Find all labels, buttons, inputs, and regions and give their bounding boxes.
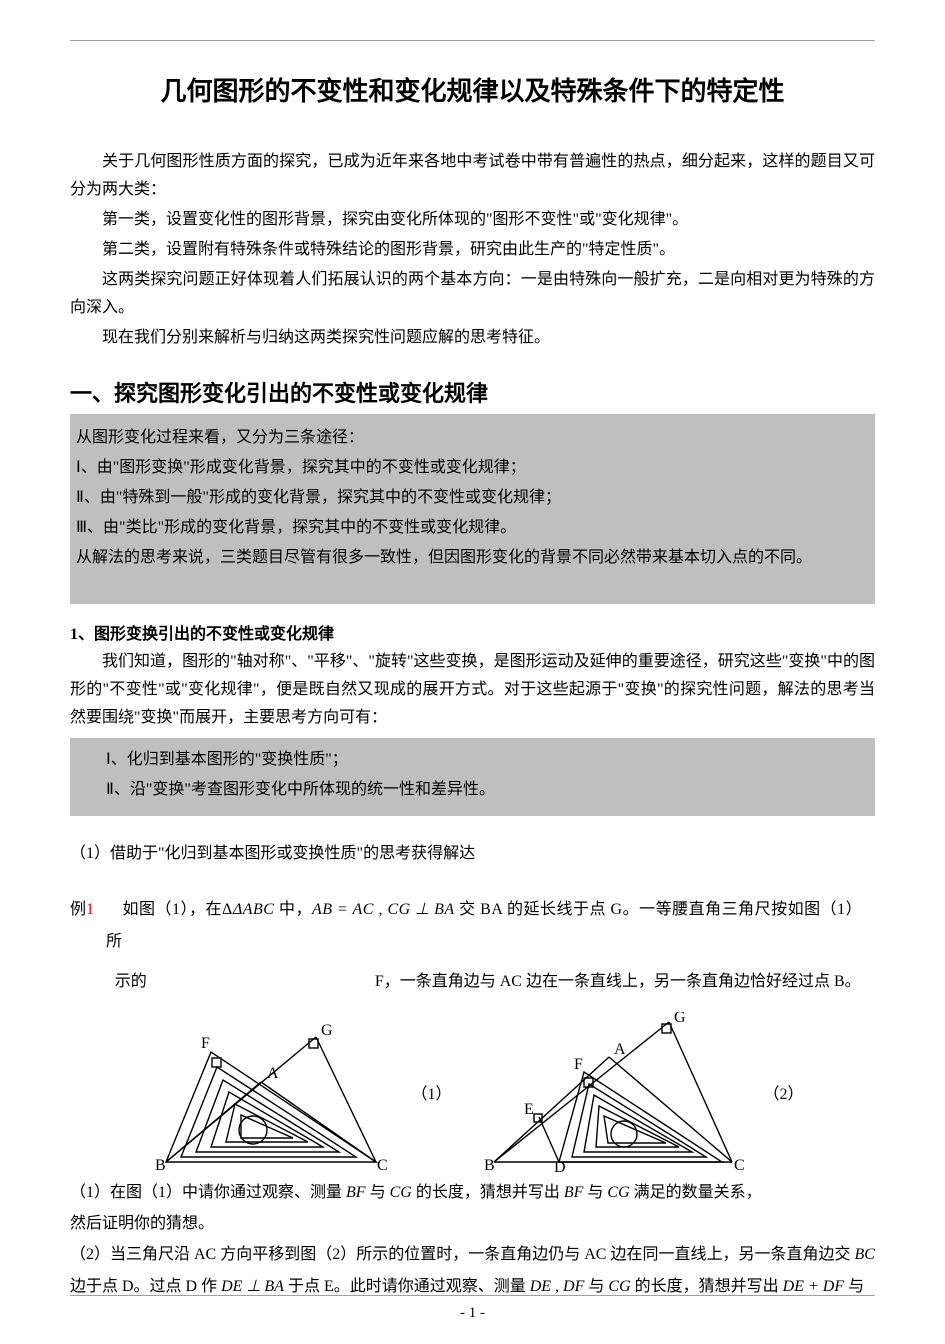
- sub1-box-ii: Ⅱ、沿"变换"考查图形变化中所体现的统一性和差异性。: [106, 776, 865, 804]
- fig2-label-C: C: [734, 1157, 745, 1172]
- q2-de: DE: [530, 1278, 551, 1295]
- sub1-box: Ⅰ、化归到基本图形的"变换性质"； Ⅱ、沿"变换"考查图形变化中所体现的统一性和…: [70, 738, 875, 816]
- intro-p1: 关于几何图形性质方面的探究，已成为近年来各地中考试卷中带有普遍性的热点，细分起来…: [70, 148, 875, 204]
- fig1-label-C: C: [377, 1157, 388, 1172]
- doc-title: 几何图形的不变性和变化规律以及特殊条件下的特定性: [70, 71, 875, 108]
- sub1-p1: 我们知道，图形的"轴对称"、"平移"、"旋转"这些变换，是图形运动及延伸的重要途…: [70, 648, 875, 732]
- fig1-label-F: F: [201, 1035, 210, 1052]
- q1-e: 满足的数量关系，: [634, 1184, 762, 1201]
- q2-line2: 边于点 D。过点 D 作 DE ⊥ BA 于点 E。此时请你通过观察、测量 DE…: [70, 1272, 875, 1302]
- q2-a: （2）当三角尺沿 AC 方向平移到图（2）所示的位置时，一条直角边仍与 AC 边…: [70, 1246, 850, 1263]
- ex1-line2-b: F，一条直角边与 AC 边在一条直线上，另一条直角边恰好经过点 B。: [375, 973, 861, 990]
- section1-item3: Ⅲ、由"类比"形成的变化背景，探究其中的不变性或变化规律。: [76, 514, 869, 542]
- section1-shaded-block: 从图形变化过程来看，又分为三条途径： Ⅰ、由"图形变换"形成变化背景，探究其中的…: [70, 414, 875, 604]
- ex1-abc: ΔABC: [233, 901, 275, 918]
- sub1-box-i: Ⅰ、化归到基本图形的"变换性质"；: [106, 746, 865, 774]
- q1-line1: （1）在图（1）中请你通过观察、测量 BF 与 CG 的长度，猜想并写出 BF …: [70, 1178, 875, 1208]
- q1-bf: BF: [346, 1184, 366, 1201]
- q1-cg: CG: [390, 1184, 412, 1201]
- fig2-label-F: F: [574, 1056, 583, 1073]
- example1-number: 1: [86, 901, 94, 918]
- method1: （1）借助于"化归到基本图形或变换性质"的思考获得解达: [70, 840, 875, 868]
- section1-item2: Ⅱ、由"特殊到一般"形成的变化背景，探究其中的不变性或变化规律；: [76, 484, 869, 512]
- q1-a: （1）在图（1）中请你通过观察、测量: [70, 1184, 342, 1201]
- intro-p5: 现在我们分别来解析与归纳这两类探究性问题应解的思考特征。: [70, 324, 875, 352]
- q2-b: 边于点 D。过点 D 作: [70, 1278, 217, 1295]
- fig2-label-E: E: [524, 1101, 534, 1118]
- q2-sum: DE + DF: [783, 1278, 844, 1295]
- ex1-line2-a: 示的: [70, 966, 147, 998]
- intro-p2: 第一类，设置变化性的图形背景，探究由变化所体现的"图形不变性"或"变化规律"。: [70, 206, 875, 234]
- q2-df: DF: [563, 1278, 584, 1295]
- q2-comma: ,: [555, 1278, 559, 1295]
- figure-1-svg: F G A B C: [141, 1012, 401, 1172]
- intro-p4: 这两类探究问题正好体现着人们拓展认识的两个基本方向：一是由特殊向一般扩充，二是向…: [70, 266, 875, 322]
- q1-bf2: BF: [564, 1184, 584, 1201]
- fig2-label-G: G: [674, 1012, 686, 1026]
- q2-c: 于点 E。此时请你通过观察、测量: [288, 1278, 526, 1295]
- fig1-label-B: B: [155, 1157, 166, 1172]
- q2-d: 与: [588, 1278, 604, 1295]
- q1-line2: 然后证明你的猜想。: [70, 1210, 875, 1238]
- q1-c: 的长度，猜想并写出: [416, 1184, 560, 1201]
- ex1-a-mid1: 中，: [274, 901, 312, 918]
- section1-lead: 从图形变化过程来看，又分为三条途径：: [76, 424, 869, 452]
- top-rule: [70, 40, 875, 41]
- fig2-label-A: A: [614, 1041, 626, 1058]
- q1-d: 与: [587, 1184, 603, 1201]
- fig1-label-A: A: [267, 1065, 279, 1082]
- example1-label: 例1: [70, 895, 94, 919]
- figures-row: F G A B C （1）: [70, 1012, 875, 1172]
- sub1-label: 1、图形变换引出的不变性或变化规律: [70, 620, 875, 644]
- ex1-tri: Δ: [222, 901, 233, 918]
- page-number: - 1 -: [0, 1305, 945, 1322]
- example1-line1: 例1 如图（1），在ΔΔABC 中，AB = AC , CG ⊥ BA 交 BA…: [70, 894, 875, 958]
- bottom-rule: [70, 1295, 875, 1296]
- q2-bc: BC: [854, 1246, 874, 1263]
- section1-heading: 一、探究图形变化引出的不变性或变化规律: [70, 376, 875, 408]
- ex1-a-pre: 如图（1），在: [106, 901, 222, 918]
- intro-p3: 第二类，设置附有特殊条件或特殊结论的图形背景，研究由此生产的"特定性质"。: [70, 236, 875, 264]
- q2-line: （2）当三角尺沿 AC 方向平移到图（2）所示的位置时，一条直角边仍与 AC 边…: [70, 1240, 875, 1270]
- q2-cg: CG: [608, 1278, 630, 1295]
- ex-label-pre: 例: [70, 901, 86, 918]
- q1-b: 与: [370, 1184, 386, 1201]
- fig1-label-G: G: [321, 1022, 333, 1039]
- q2-de-perp: DE ⊥ BA: [221, 1278, 284, 1295]
- fig2-label-D: D: [554, 1159, 566, 1172]
- fig2-label-B: B: [484, 1157, 495, 1172]
- figure-2-svg: F G A B C D E: [474, 1012, 754, 1172]
- figure-1-wrap: F G A B C （1）: [141, 1012, 451, 1172]
- ex1-eq: AB = AC , CG ⊥ BA: [312, 901, 455, 918]
- section1-tail: 从解法的思考来说，三类题目尽管有很多一致性，但因图形变化的背景不同必然带来基本切…: [76, 544, 869, 572]
- section1-item1: Ⅰ、由"图形变换"形成变化背景，探究其中的不变性或变化规律；: [76, 454, 869, 482]
- q2-e: 的长度，猜想并写出: [635, 1278, 779, 1295]
- fig1-caption: （1）: [411, 1080, 451, 1104]
- figure-2-wrap: F G A B C D E （2）: [474, 1012, 804, 1172]
- q1-cg2: CG: [607, 1184, 629, 1201]
- fig2-caption: （2）: [764, 1080, 804, 1104]
- q2-f: 与: [848, 1278, 864, 1295]
- example1-text-a: 如图（1），在ΔΔABC 中，AB = AC , CG ⊥ BA 交 BA 的延…: [106, 894, 875, 958]
- example1-line2: 示的 F，一条直角边与 AC 边在一条直线上，另一条直角边恰好经过点 B。: [70, 966, 875, 998]
